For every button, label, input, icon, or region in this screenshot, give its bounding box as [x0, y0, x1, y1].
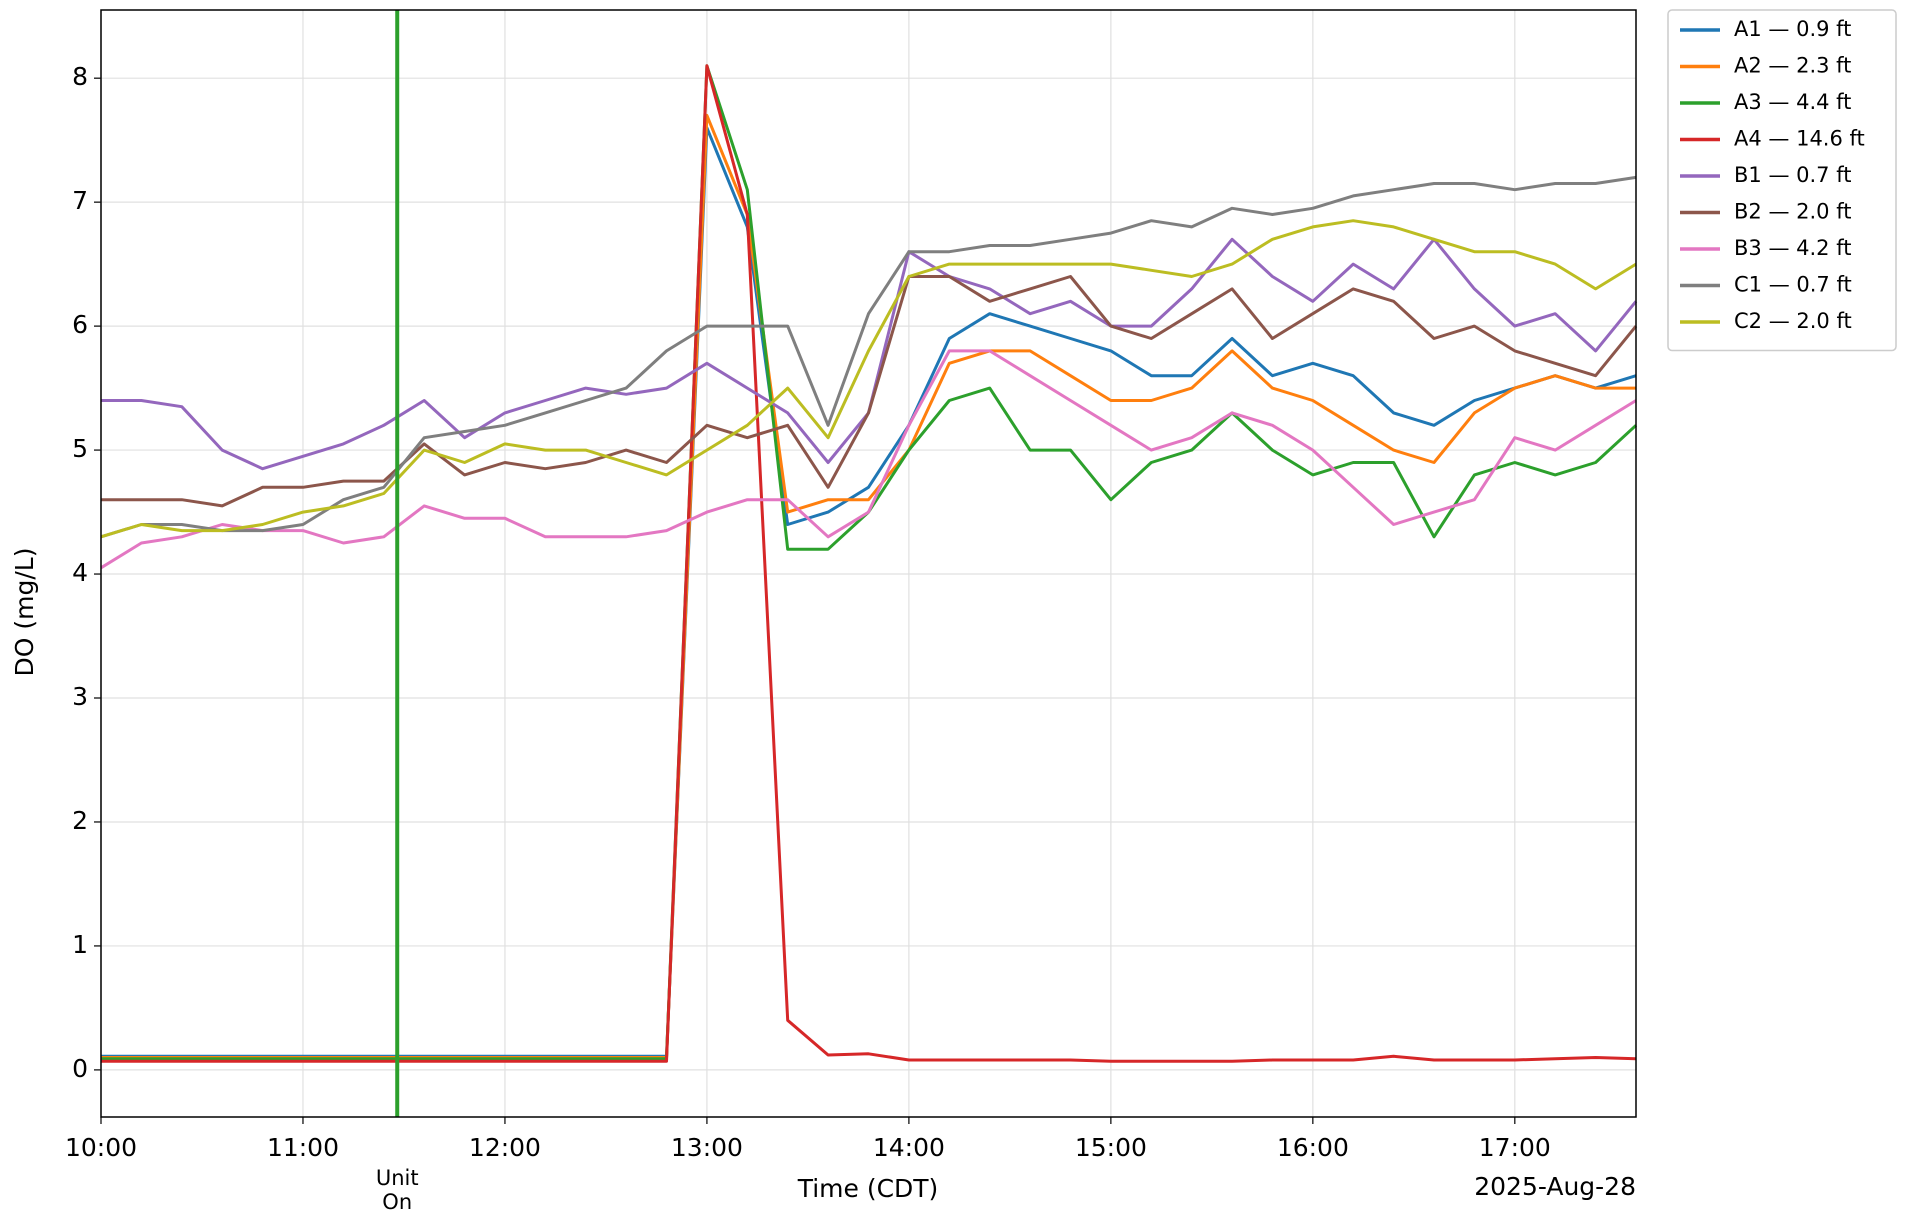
legend-label: A1 — 0.9 ft: [1734, 17, 1851, 41]
y-axis-label: DO (mg/L): [10, 548, 39, 677]
legend-label: B1 — 0.7 ft: [1734, 163, 1851, 187]
legend-label: B3 — 4.2 ft: [1734, 236, 1851, 260]
y-tick-label: 5: [72, 434, 88, 463]
legend-label: A4 — 14.6 ft: [1734, 127, 1865, 151]
x-tick-label: 15:00: [1075, 1133, 1147, 1162]
y-tick-label: 3: [72, 682, 88, 711]
series-line: [101, 64, 1637, 1063]
x-tick-label: 14:00: [873, 1133, 945, 1162]
y-tick-label: 1: [72, 930, 88, 959]
y-tick-label: 4: [72, 558, 88, 587]
y-tick-label: 0: [72, 1054, 88, 1083]
event-label: Unit: [376, 1166, 419, 1190]
legend-label: C1 — 0.7 ft: [1734, 273, 1852, 297]
plot-frame: [100, 9, 1637, 1118]
date-label: 2025-Aug-28: [1474, 1172, 1636, 1201]
series-line: [101, 275, 1638, 508]
series-line: [100, 349, 1637, 570]
x-axis-label: Time (CDT): [797, 1174, 939, 1203]
x-tick-label: 10:00: [65, 1133, 137, 1162]
legend-label: B2 — 2.0 ft: [1734, 200, 1851, 224]
legend-label: C2 — 2.0 ft: [1734, 309, 1852, 333]
x-tick-label: 17:00: [1479, 1133, 1551, 1162]
y-tick-label: 2: [72, 806, 88, 835]
x-tick-label: 11:00: [267, 1133, 339, 1162]
event-label: On: [382, 1190, 412, 1214]
y-tick-label: 7: [72, 186, 88, 215]
legend-label: A2 — 2.3 ft: [1734, 54, 1851, 78]
series-line: [100, 219, 1637, 539]
y-tick-label: 6: [72, 310, 88, 339]
x-tick-label: 16:00: [1277, 1133, 1349, 1162]
y-tick-label: 8: [72, 62, 88, 91]
legend-box: [1667, 9, 1897, 352]
x-tick-label: 12:00: [469, 1133, 541, 1162]
legend-label: A3 — 4.4 ft: [1734, 90, 1851, 114]
x-tick-label: 13:00: [671, 1133, 743, 1162]
series-line: [100, 175, 1637, 539]
